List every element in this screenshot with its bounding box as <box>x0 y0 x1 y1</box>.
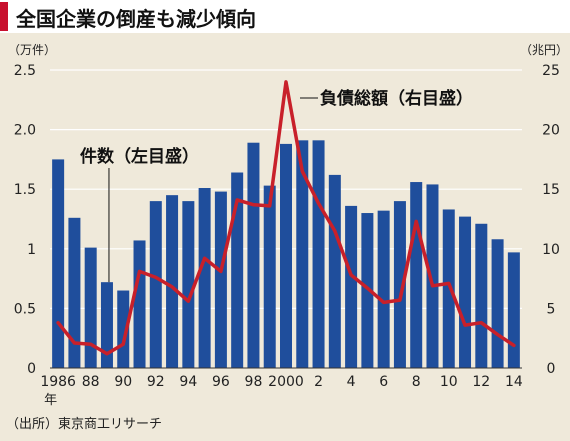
bar <box>312 140 325 368</box>
line-series-label: 負債総額（右目盛） <box>320 88 473 109</box>
bar <box>100 282 113 368</box>
header-accent-bar <box>0 2 8 31</box>
x-unit-label: 年 <box>44 393 57 408</box>
y-left-tick-label: 1.5 <box>14 182 36 198</box>
bar <box>507 252 520 368</box>
bar <box>459 216 472 368</box>
bar <box>491 239 504 368</box>
x-tick-label: 6 <box>379 374 388 390</box>
bar <box>426 184 439 368</box>
bar-series-label: 件数（左目盛） <box>80 146 199 167</box>
bar <box>182 201 195 368</box>
y-right-tick-label: 25 <box>542 63 560 79</box>
line-series <box>56 80 516 356</box>
x-tick-label: 92 <box>147 374 165 390</box>
bar <box>247 142 260 368</box>
y-left-tick-label: 1 <box>27 242 36 258</box>
bar <box>231 172 244 368</box>
bar <box>149 201 162 368</box>
bar <box>52 159 65 368</box>
bar <box>84 247 97 368</box>
chart-title: 全国企業の倒産も減少傾向 <box>16 7 256 31</box>
x-tick-label: 1986 <box>40 374 76 390</box>
bar <box>133 240 146 368</box>
y-right-tick-label: 10 <box>542 242 560 258</box>
y-left-tick-label: 2.0 <box>14 123 36 139</box>
bar <box>280 143 292 368</box>
bar <box>345 205 358 368</box>
y-right-tick-label: 5 <box>547 301 556 317</box>
y-left-tick-label: 0 <box>27 361 36 377</box>
bar <box>442 209 455 368</box>
x-tick-label: 8 <box>412 374 421 390</box>
x-tick-label: 96 <box>212 374 230 390</box>
bar <box>198 188 211 368</box>
bar <box>296 140 309 368</box>
chart-header: 全国企業の倒産も減少傾向 <box>0 0 570 33</box>
x-tick-label: 10 <box>440 374 458 390</box>
x-tick-label: 2 <box>314 374 323 390</box>
x-tick-label: 2000 <box>268 374 304 390</box>
x-tick-label: 90 <box>114 374 132 390</box>
y-left-tick-label: 2.5 <box>14 63 36 79</box>
y-left-tick-label: 0.5 <box>14 301 36 317</box>
x-tick-label: 4 <box>347 374 356 390</box>
y-left-unit: （万件） <box>8 43 56 57</box>
x-tick-label: 12 <box>472 374 490 390</box>
x-tick-label: 14 <box>505 374 523 390</box>
y-right-tick-label: 0 <box>547 361 556 377</box>
bar <box>393 201 406 368</box>
bar <box>214 191 227 368</box>
bar <box>166 195 179 368</box>
y-right-tick-label: 15 <box>542 182 560 198</box>
source-note: （出所）東京商工リサーチ <box>6 417 163 432</box>
x-tick-label: 94 <box>179 374 197 390</box>
y-right-unit: （兆円） <box>520 43 568 57</box>
bar <box>377 210 390 368</box>
bar <box>328 174 341 368</box>
x-tick-label: 98 <box>245 374 263 390</box>
bar <box>68 217 81 368</box>
bar <box>410 182 423 368</box>
y-right-tick-label: 20 <box>542 123 560 139</box>
bar <box>361 213 374 368</box>
x-tick-label: 88 <box>82 374 100 390</box>
bar <box>475 223 488 368</box>
bar <box>117 290 130 368</box>
bar <box>263 185 276 368</box>
